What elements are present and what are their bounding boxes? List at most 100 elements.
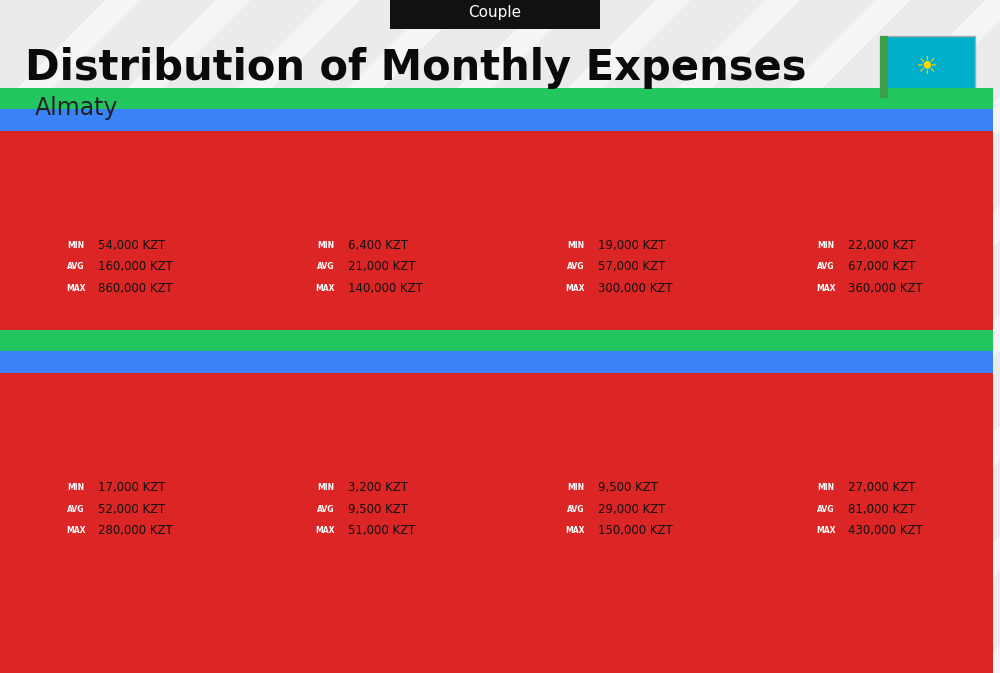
FancyBboxPatch shape: [158, 87, 493, 403]
Text: 21,000 KZT: 21,000 KZT: [348, 260, 416, 273]
FancyBboxPatch shape: [880, 36, 888, 98]
Text: AVG: AVG: [67, 262, 84, 271]
Text: MIN: MIN: [567, 241, 584, 250]
Text: MAX: MAX: [66, 526, 85, 535]
Text: MIN: MIN: [67, 241, 84, 250]
Text: 19,000 KZT: 19,000 KZT: [598, 239, 666, 252]
Text: 51,000 KZT: 51,000 KZT: [348, 524, 415, 537]
Text: MIN: MIN: [817, 483, 834, 492]
Text: AVG: AVG: [317, 505, 334, 513]
FancyBboxPatch shape: [0, 351, 243, 667]
Text: 280,000 KZT: 280,000 KZT: [98, 524, 173, 537]
Text: MAX: MAX: [566, 284, 585, 293]
FancyBboxPatch shape: [0, 87, 243, 403]
FancyBboxPatch shape: [880, 36, 975, 98]
FancyBboxPatch shape: [0, 109, 243, 425]
Text: MAX: MAX: [816, 284, 835, 293]
Text: 9,500 KZT: 9,500 KZT: [598, 481, 658, 494]
FancyBboxPatch shape: [158, 351, 493, 667]
Text: 👛: 👛: [808, 401, 826, 430]
Text: AVG: AVG: [317, 262, 334, 271]
Text: 150,000 KZT: 150,000 KZT: [598, 524, 673, 537]
Text: 🛒: 🛒: [808, 159, 826, 188]
FancyBboxPatch shape: [408, 131, 743, 446]
Text: 9,500 KZT: 9,500 KZT: [348, 503, 408, 516]
Text: 360,000 KZT: 360,000 KZT: [848, 282, 923, 295]
Text: 430,000 KZT: 430,000 KZT: [848, 524, 923, 537]
Text: 81,000 KZT: 81,000 KZT: [848, 503, 915, 516]
Text: MIN: MIN: [317, 241, 334, 250]
Text: 54,000 KZT: 54,000 KZT: [98, 239, 165, 252]
Text: 3%: 3%: [657, 406, 687, 425]
Text: HOUSING: HOUSING: [58, 223, 123, 236]
Text: 160,000 KZT: 160,000 KZT: [98, 260, 173, 273]
Text: 8%: 8%: [407, 164, 437, 182]
Text: 🛍: 🛍: [558, 401, 576, 430]
Text: HEALTHCARE: HEALTHCARE: [58, 466, 148, 479]
Text: 57,000 KZT: 57,000 KZT: [598, 260, 665, 273]
FancyBboxPatch shape: [658, 351, 993, 667]
Text: 27,000 KZT: 27,000 KZT: [848, 481, 916, 494]
Text: 🔌: 🔌: [308, 159, 326, 188]
FancyBboxPatch shape: [408, 87, 743, 403]
Text: 300,000 KZT: 300,000 KZT: [598, 282, 673, 295]
FancyBboxPatch shape: [658, 330, 993, 645]
Text: MAX: MAX: [66, 284, 85, 293]
Text: MAX: MAX: [316, 526, 335, 535]
FancyBboxPatch shape: [158, 330, 493, 645]
FancyBboxPatch shape: [408, 351, 743, 667]
Text: 1%: 1%: [407, 406, 437, 425]
FancyBboxPatch shape: [658, 87, 993, 403]
Text: TRANSPORT: TRANSPORT: [558, 223, 643, 236]
Text: AVG: AVG: [817, 262, 834, 271]
Text: 🏥: 🏥: [58, 401, 76, 430]
Text: AVG: AVG: [567, 262, 584, 271]
Text: MIN: MIN: [817, 241, 834, 250]
Text: MAX: MAX: [316, 284, 335, 293]
Text: 🏢: 🏢: [58, 159, 76, 188]
Text: 67,000 KZT: 67,000 KZT: [848, 260, 916, 273]
FancyBboxPatch shape: [390, 0, 600, 29]
Text: LEISURE: LEISURE: [558, 466, 616, 479]
Text: MIN: MIN: [567, 483, 584, 492]
Text: 52,000 KZT: 52,000 KZT: [98, 503, 165, 516]
Text: ☀: ☀: [916, 55, 939, 79]
Text: 21%: 21%: [900, 406, 944, 425]
Text: 22,000 KZT: 22,000 KZT: [848, 239, 916, 252]
Text: 29,000 KZT: 29,000 KZT: [598, 503, 666, 516]
Text: 860,000 KZT: 860,000 KZT: [98, 282, 173, 295]
Text: AVG: AVG: [67, 505, 84, 513]
FancyBboxPatch shape: [408, 373, 743, 673]
FancyBboxPatch shape: [408, 109, 743, 425]
FancyBboxPatch shape: [158, 109, 493, 425]
Text: 17,000 KZT: 17,000 KZT: [98, 481, 166, 494]
Text: MIN: MIN: [317, 483, 334, 492]
FancyBboxPatch shape: [0, 373, 243, 673]
FancyBboxPatch shape: [658, 373, 993, 673]
Text: ENERGY: ENERGY: [308, 223, 364, 236]
FancyBboxPatch shape: [408, 330, 743, 645]
FancyBboxPatch shape: [658, 109, 993, 425]
Text: 3,200 KZT: 3,200 KZT: [348, 481, 408, 494]
Text: 🚌: 🚌: [558, 159, 576, 188]
Text: MAX: MAX: [816, 526, 835, 535]
FancyBboxPatch shape: [658, 131, 993, 446]
Text: EDUCATION: EDUCATION: [308, 466, 389, 479]
Text: 17%: 17%: [900, 164, 944, 182]
Text: Almaty: Almaty: [35, 96, 119, 120]
FancyBboxPatch shape: [0, 131, 243, 446]
FancyBboxPatch shape: [158, 131, 493, 446]
Text: AVG: AVG: [567, 505, 584, 513]
Text: 6,400 KZT: 6,400 KZT: [348, 239, 408, 252]
Text: MAX: MAX: [566, 526, 585, 535]
Text: MIN: MIN: [67, 483, 84, 492]
FancyBboxPatch shape: [0, 330, 243, 645]
Text: OTHER: OTHER: [808, 466, 856, 479]
Text: GROCERY: GROCERY: [808, 223, 874, 236]
Text: Couple: Couple: [468, 5, 522, 20]
Text: AVG: AVG: [817, 505, 834, 513]
Text: 9%: 9%: [657, 164, 687, 182]
FancyBboxPatch shape: [158, 373, 493, 673]
Text: 140,000 KZT: 140,000 KZT: [348, 282, 423, 295]
Text: Distribution of Monthly Expenses: Distribution of Monthly Expenses: [25, 47, 806, 89]
